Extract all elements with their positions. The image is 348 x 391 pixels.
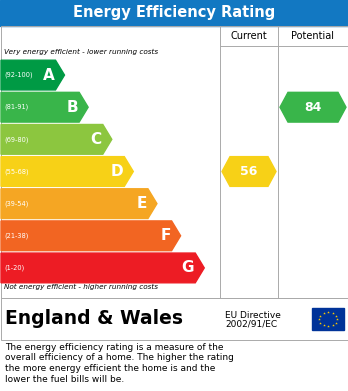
Text: C: C xyxy=(91,132,102,147)
Text: 84: 84 xyxy=(304,101,322,114)
Text: Energy Efficiency Rating: Energy Efficiency Rating xyxy=(73,5,275,20)
Bar xyxy=(0,0,348,26)
Text: 2002/91/EC: 2002/91/EC xyxy=(225,319,277,328)
Text: EU Directive: EU Directive xyxy=(225,310,281,319)
Polygon shape xyxy=(1,189,157,219)
Text: (21-38): (21-38) xyxy=(4,233,29,239)
Text: 56: 56 xyxy=(240,165,258,178)
Text: G: G xyxy=(182,260,194,275)
Polygon shape xyxy=(1,157,133,187)
Text: England & Wales: England & Wales xyxy=(5,310,183,328)
Text: (55-68): (55-68) xyxy=(4,168,29,175)
Text: A: A xyxy=(43,68,55,83)
Text: the more energy efficient the home is and the: the more energy efficient the home is an… xyxy=(5,364,215,373)
Text: B: B xyxy=(66,100,78,115)
Polygon shape xyxy=(1,60,64,90)
Text: D: D xyxy=(111,164,123,179)
Text: (69-80): (69-80) xyxy=(4,136,29,143)
Polygon shape xyxy=(1,253,204,283)
Polygon shape xyxy=(280,92,346,122)
Text: The energy efficiency rating is a measure of the: The energy efficiency rating is a measur… xyxy=(5,343,223,352)
Polygon shape xyxy=(1,221,181,251)
Text: (92-100): (92-100) xyxy=(4,72,33,78)
Polygon shape xyxy=(222,157,276,187)
Bar xyxy=(0,26,348,298)
Text: (39-54): (39-54) xyxy=(4,201,29,207)
Text: (1-20): (1-20) xyxy=(4,265,24,271)
Text: Not energy efficient - higher running costs: Not energy efficient - higher running co… xyxy=(4,284,158,290)
Text: lower the fuel bills will be.: lower the fuel bills will be. xyxy=(5,375,124,384)
Text: (81-91): (81-91) xyxy=(4,104,28,111)
Bar xyxy=(0,298,348,340)
Polygon shape xyxy=(1,92,88,122)
Text: E: E xyxy=(136,196,147,211)
Bar xyxy=(312,308,344,330)
Text: F: F xyxy=(160,228,171,243)
Text: Potential: Potential xyxy=(292,31,334,41)
Text: Current: Current xyxy=(231,31,267,41)
Polygon shape xyxy=(1,124,112,154)
Text: Very energy efficient - lower running costs: Very energy efficient - lower running co… xyxy=(4,49,158,55)
Text: overall efficiency of a home. The higher the rating: overall efficiency of a home. The higher… xyxy=(5,353,234,362)
